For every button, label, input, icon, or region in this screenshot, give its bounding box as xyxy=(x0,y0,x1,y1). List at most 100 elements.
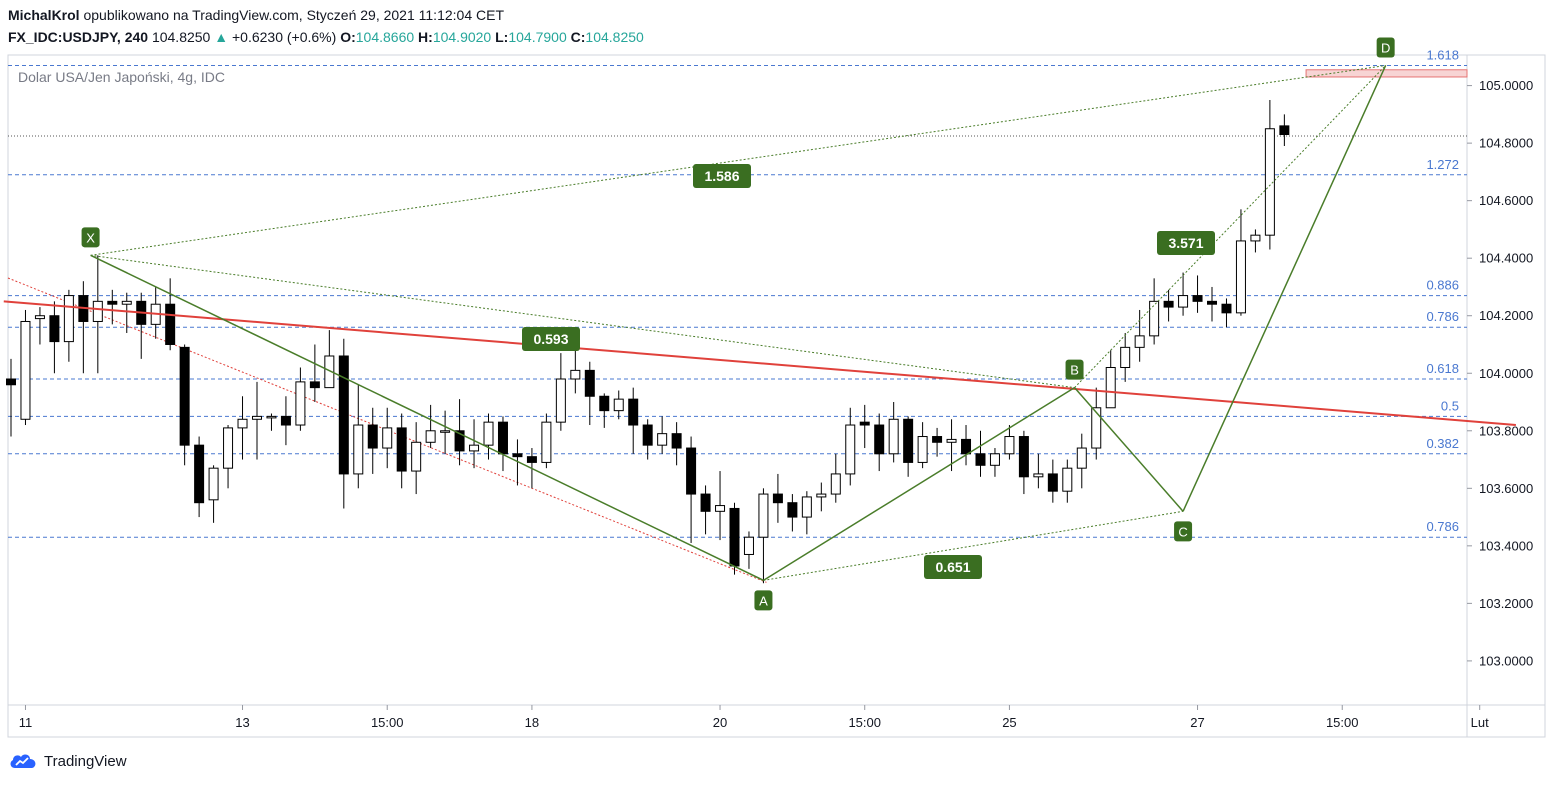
candle-down xyxy=(671,433,682,449)
x-tick-label: 11 xyxy=(19,715,33,730)
candle-up xyxy=(440,430,451,433)
close-value: 104.8250 xyxy=(585,29,644,45)
candle-up xyxy=(382,427,393,449)
candle-up xyxy=(1178,295,1189,308)
candle-down xyxy=(6,378,16,386)
chart-frame xyxy=(7,54,1546,738)
candle-up xyxy=(411,441,422,472)
x-tick-label: 25 xyxy=(1002,715,1016,730)
candle-down xyxy=(599,395,610,412)
tradingview-watermark[interactable]: TradingView xyxy=(8,752,127,770)
candle-up xyxy=(469,444,480,452)
candle-up xyxy=(555,378,566,423)
watermark-text: TradingView xyxy=(44,752,127,770)
candle-up xyxy=(541,421,552,463)
last-price: 104.8250 xyxy=(151,29,211,45)
candle-up xyxy=(1264,128,1275,236)
open-label: O: xyxy=(340,29,356,45)
candle-up xyxy=(353,424,364,475)
candle-down xyxy=(686,447,697,495)
x-tick-label: 15:00 xyxy=(1326,715,1359,730)
candle-down xyxy=(49,315,60,343)
pattern-point-label: C xyxy=(1178,524,1187,539)
candle-up xyxy=(1235,240,1246,314)
candle-up xyxy=(295,381,306,426)
fib-level-label: 0.786 xyxy=(1426,309,1459,324)
pattern-connector xyxy=(1074,65,1387,388)
y-tick-label: 104.4000 xyxy=(1479,251,1533,266)
candle-up xyxy=(946,438,957,443)
candle-up xyxy=(121,300,132,305)
x-tick-label: 13 xyxy=(235,715,249,730)
candle-down xyxy=(1207,300,1218,305)
pattern-point-badge xyxy=(1174,521,1193,542)
pattern-connector xyxy=(90,64,1386,256)
candle-down xyxy=(1018,436,1029,478)
candle-down xyxy=(874,424,885,455)
y-tick-label: 103.0000 xyxy=(1479,653,1533,668)
pattern-connector xyxy=(90,254,1075,389)
publish-text: opublikowano na TradingView.com, Styczeń… xyxy=(79,7,504,23)
x-tick-label: 15:00 xyxy=(848,715,881,730)
candle-up xyxy=(888,418,899,455)
candle-up xyxy=(63,295,74,343)
fib-level-label: 1.618 xyxy=(1426,47,1459,62)
fib-level-label: 0.786 xyxy=(1426,519,1459,534)
candle-up xyxy=(251,415,262,420)
candle-up xyxy=(1076,447,1087,469)
candle-up xyxy=(223,427,234,469)
candle-up xyxy=(613,398,624,412)
ratio-badge xyxy=(522,327,580,351)
candle-down xyxy=(903,418,914,463)
candle-up xyxy=(483,421,494,446)
candle-down xyxy=(961,438,972,455)
high-label: H: xyxy=(418,29,433,45)
candle-up xyxy=(830,473,841,495)
candle-up xyxy=(657,433,668,446)
fib-level-label: 0.382 xyxy=(1426,436,1459,451)
candle-up xyxy=(237,418,248,429)
candle-up xyxy=(801,496,812,518)
pattern-point-badge xyxy=(754,590,773,611)
pattern-leg xyxy=(1073,387,1184,512)
pattern-leg xyxy=(763,386,1075,581)
ratio-badge xyxy=(693,164,751,188)
fib-level-label: 1.272 xyxy=(1426,157,1459,172)
change-value: +0.6230 (+0.6%) xyxy=(232,29,337,45)
pattern-point-label: B xyxy=(1070,363,1079,378)
candle-up xyxy=(1033,473,1044,478)
candle-up xyxy=(1091,407,1102,449)
ohlc-header: FX_IDC:USDJPY, 240 104.8250 ▲ +0.6230 (+… xyxy=(8,29,644,45)
candle-down xyxy=(512,453,523,458)
candle-down xyxy=(584,369,595,397)
target-zone xyxy=(1305,69,1468,78)
candle-up xyxy=(1004,436,1015,455)
candle-down xyxy=(367,424,378,449)
y-tick-label: 103.4000 xyxy=(1479,538,1533,553)
candle-up xyxy=(570,369,581,380)
candle-down xyxy=(1279,125,1290,136)
candle-up xyxy=(1250,234,1261,242)
candle-down xyxy=(396,427,407,472)
symbol: FX_IDC:USDJPY, 240 xyxy=(8,29,149,45)
candle-down xyxy=(1163,300,1174,308)
candle-up xyxy=(92,300,103,322)
candle-down xyxy=(309,381,320,389)
fib-level-label: 0.618 xyxy=(1426,361,1459,376)
candle-up xyxy=(1062,467,1073,492)
pattern-leg xyxy=(90,254,764,582)
candle-up xyxy=(266,415,277,419)
candle-up xyxy=(324,355,335,389)
pattern-point-badge xyxy=(81,227,100,248)
open-value: 104.8660 xyxy=(355,29,415,45)
low-value: 104.7900 xyxy=(508,29,567,45)
pattern-point-label: D xyxy=(1381,40,1390,55)
pattern-point-badge xyxy=(1065,359,1084,380)
y-tick-label: 104.8000 xyxy=(1479,136,1533,151)
fib-level-label: 0.886 xyxy=(1426,278,1459,293)
x-tick-label: 20 xyxy=(713,715,727,730)
candle-down xyxy=(1221,303,1232,314)
y-tick-label: 104.0000 xyxy=(1479,366,1533,381)
candle-up xyxy=(816,493,827,498)
